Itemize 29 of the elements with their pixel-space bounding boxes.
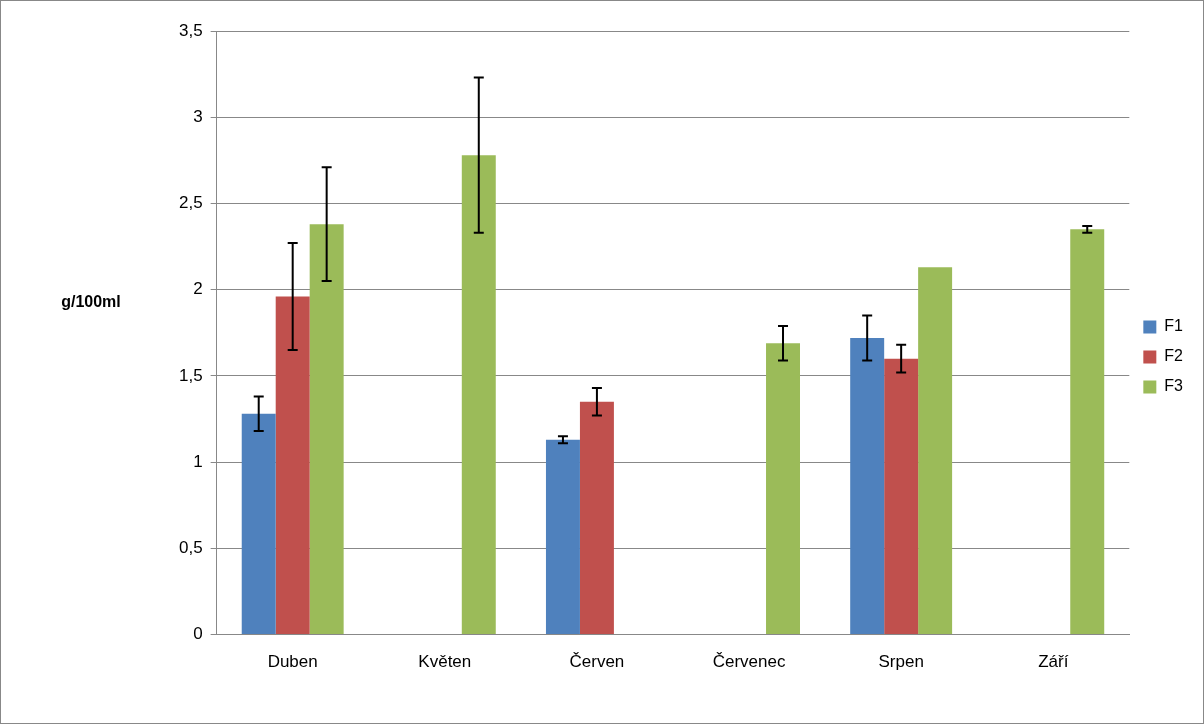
y-axis-title: g/100ml (61, 293, 121, 311)
y-tick-label: 1 (193, 451, 203, 471)
legend-label: F3 (1164, 377, 1184, 395)
y-tick-label: 1,5 (178, 365, 203, 385)
bar (309, 224, 344, 635)
y-tick-label: 3,5 (178, 20, 203, 40)
x-tick-label: Duben (267, 652, 318, 672)
bar (918, 267, 953, 635)
bar (1070, 229, 1105, 635)
bar (241, 413, 276, 635)
bar (275, 296, 310, 635)
y-tick-label: 2 (193, 279, 203, 299)
bar (884, 358, 919, 635)
x-tick-label: Červen (569, 652, 625, 672)
bar (766, 343, 800, 635)
bar (579, 401, 614, 635)
y-tick-label: 2,5 (178, 193, 203, 213)
y-tick-label: 3 (193, 106, 203, 126)
x-tick-label: Srpen (878, 652, 924, 672)
legend-label: F2 (1164, 347, 1184, 365)
y-tick-label: 0 (193, 624, 203, 644)
x-tick-label: Červenec (712, 652, 786, 672)
x-tick-label: Květen (418, 652, 472, 672)
bar (461, 155, 496, 635)
x-tick-label: Září (1038, 652, 1069, 672)
y-tick-label: 0,5 (178, 538, 203, 558)
bar (545, 439, 580, 635)
legend-label: F1 (1164, 317, 1184, 335)
bar (850, 337, 885, 635)
